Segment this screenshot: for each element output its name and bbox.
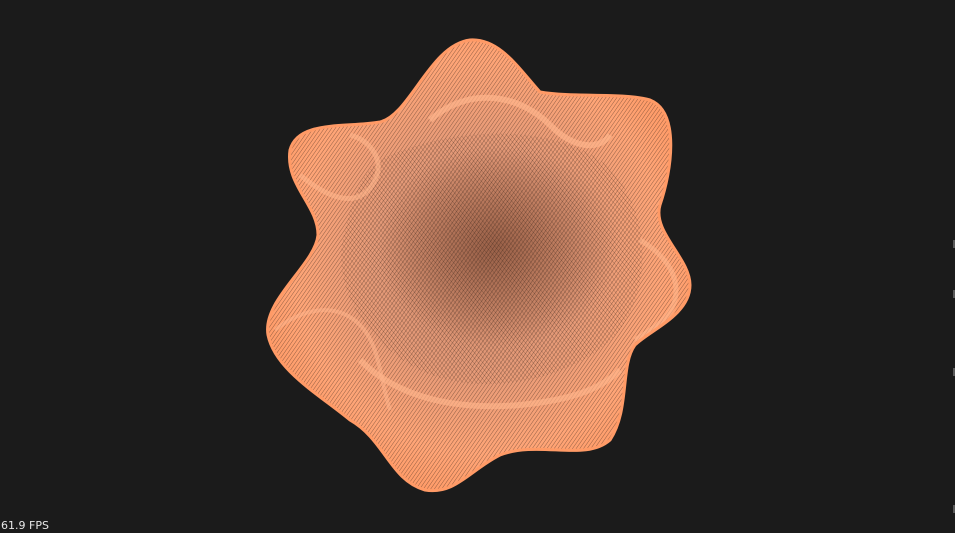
wireframe-blob xyxy=(266,38,692,493)
blob-fold-right xyxy=(633,237,679,343)
edge-markers xyxy=(952,0,955,533)
blob-fold-lowerleft xyxy=(273,308,392,411)
blob-fold-left xyxy=(298,132,381,201)
blob-rim xyxy=(266,38,692,493)
blob-fold-top xyxy=(428,94,613,149)
edge-marker xyxy=(953,368,955,376)
edge-marker xyxy=(953,505,955,513)
blob-mesh-lines-cross xyxy=(341,133,643,385)
edge-marker xyxy=(953,290,955,298)
blob-fold-bottom xyxy=(357,357,623,410)
edge-marker xyxy=(953,240,955,248)
fps-counter: 61.9 FPS xyxy=(1,519,49,532)
